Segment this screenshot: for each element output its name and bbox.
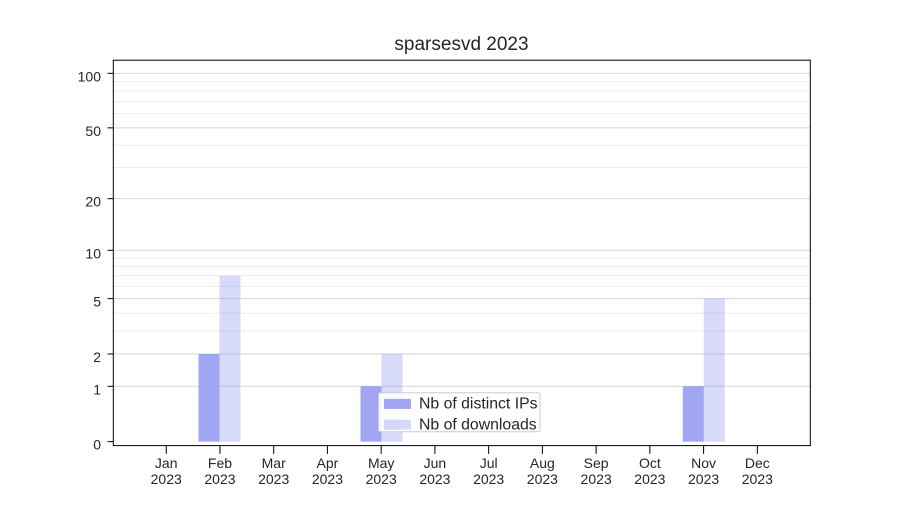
svg-text:Jun: Jun: [424, 455, 447, 471]
svg-text:10: 10: [85, 245, 101, 261]
svg-text:0: 0: [93, 437, 101, 453]
svg-text:20: 20: [85, 194, 101, 210]
svg-text:50: 50: [85, 123, 101, 139]
svg-text:2023: 2023: [204, 471, 235, 487]
svg-text:100: 100: [78, 68, 102, 84]
svg-text:2023: 2023: [473, 471, 504, 487]
svg-text:2023: 2023: [634, 471, 665, 487]
svg-text:Feb: Feb: [208, 455, 232, 471]
svg-text:Nb of downloads: Nb of downloads: [419, 416, 537, 433]
svg-text:2023: 2023: [419, 471, 450, 487]
svg-text:2023: 2023: [742, 471, 773, 487]
svg-text:2023: 2023: [258, 471, 289, 487]
svg-text:Nov: Nov: [691, 455, 716, 471]
svg-text:2023: 2023: [581, 471, 612, 487]
svg-text:sparsesvd 2023: sparsesvd 2023: [394, 34, 528, 55]
svg-text:Mar: Mar: [262, 455, 286, 471]
svg-text:2023: 2023: [688, 471, 719, 487]
svg-text:Jul: Jul: [480, 455, 498, 471]
svg-text:2023: 2023: [366, 471, 397, 487]
svg-text:2023: 2023: [312, 471, 343, 487]
svg-text:May: May: [368, 455, 394, 471]
svg-text:2: 2: [93, 349, 101, 365]
svg-text:Jan: Jan: [155, 455, 178, 471]
svg-text:Sep: Sep: [584, 455, 609, 471]
svg-text:Dec: Dec: [745, 455, 770, 471]
svg-text:Nb of distinct IPs: Nb of distinct IPs: [419, 396, 538, 413]
svg-text:5: 5: [93, 294, 101, 310]
svg-text:2023: 2023: [151, 471, 182, 487]
svg-text:Apr: Apr: [317, 455, 339, 471]
svg-text:Oct: Oct: [639, 455, 661, 471]
svg-text:Aug: Aug: [530, 455, 555, 471]
svg-text:1: 1: [93, 381, 101, 397]
svg-text:2023: 2023: [527, 471, 558, 487]
